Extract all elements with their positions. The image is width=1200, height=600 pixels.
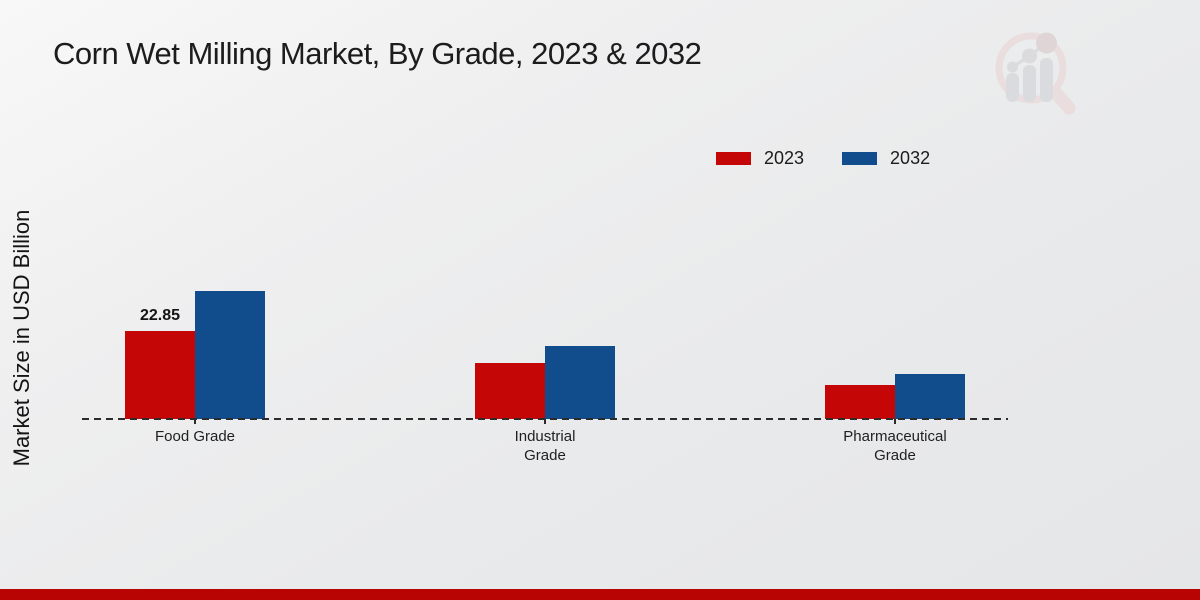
legend-swatch-2032 xyxy=(842,152,878,165)
bar-2023-pharmaceutical xyxy=(825,385,895,419)
bar-2032-pharmaceutical xyxy=(895,374,965,419)
mrfr-magnifier-barchart-logo-icon xyxy=(995,32,1076,115)
bar-2032-food-grade xyxy=(195,291,265,419)
bar-2023-industrial xyxy=(475,363,545,419)
legend-item-2023: 2023 xyxy=(716,148,804,169)
legend-item-2032: 2032 xyxy=(842,148,930,169)
legend-label-2023: 2023 xyxy=(764,148,805,168)
legend-label-2032: 2032 xyxy=(890,148,931,168)
legend: 2023 2032 xyxy=(716,148,930,169)
x-axis-tick xyxy=(544,419,546,424)
bar-2032-industrial xyxy=(545,346,615,419)
x-axis-tick xyxy=(894,419,896,424)
category-label: Pharmaceutical Grade xyxy=(843,428,947,464)
bar-value-label: 22.85 xyxy=(139,307,181,324)
bar-2023-food-grade xyxy=(125,331,195,419)
legend-swatch-2023 xyxy=(716,152,751,165)
x-axis-tick xyxy=(194,419,196,424)
chart-title: Corn Wet Milling Market, By Grade, 2023 … xyxy=(53,36,702,71)
category-label: Food Grade xyxy=(154,428,236,445)
footer-accent-bar xyxy=(0,589,1200,600)
category-label: Industrial Grade xyxy=(514,428,576,464)
